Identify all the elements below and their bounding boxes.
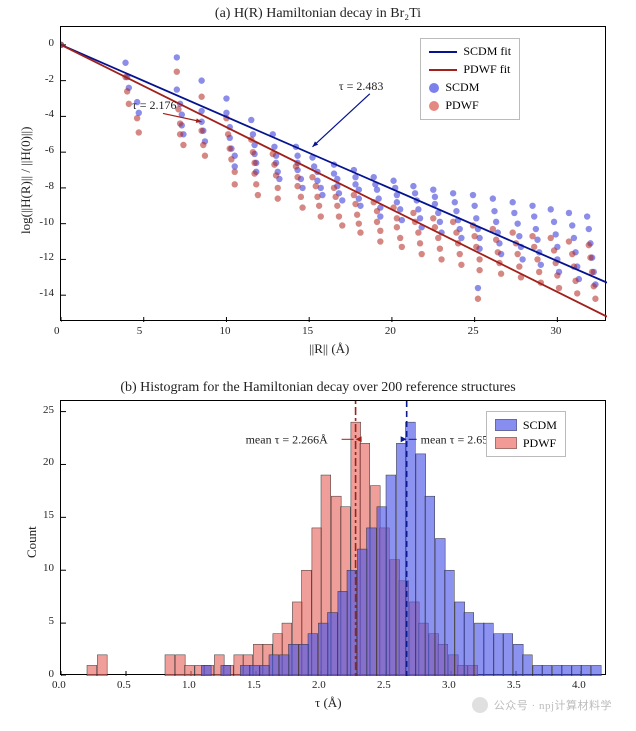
legend-entry: PDWF — [495, 434, 557, 452]
panel-a-legend: SCDM fitPDWF fitSCDMPDWF — [420, 38, 520, 120]
panel-b-title: (b) Histogram for the Hamiltonian decay … — [0, 380, 636, 396]
annotation: τ = 2.483 — [339, 79, 384, 94]
figure-frame: (a) H(R) Hamiltonian decay in Br₂Ti 0510… — [0, 0, 636, 731]
panel-b-legend: SCDMPDWF — [486, 411, 566, 457]
panel-a-ylabel: log(||H(R)|| / ||H(0)||) — [18, 126, 34, 233]
legend-entry: SCDM fit — [429, 43, 511, 61]
panel-b-xlabel: τ (Å) — [315, 695, 342, 711]
panel-a-xlabel: ||R|| (Å) — [309, 341, 349, 357]
legend-entry: PDWF fit — [429, 61, 511, 79]
panel-a — [60, 26, 606, 321]
svg-text:mean τ = 2.266Å: mean τ = 2.266Å — [246, 432, 329, 446]
legend-entry: SCDM — [495, 416, 557, 434]
watermark-icon — [472, 697, 488, 713]
annotation: τ = 2.176 — [132, 98, 177, 113]
watermark-text: 公众号 · npj计算材料学 — [494, 697, 612, 713]
panel-b-ylabel: Count — [24, 526, 40, 558]
panel-a-title: (a) H(R) Hamiltonian decay in Br₂Ti — [0, 6, 636, 22]
watermark: 公众号 · npj计算材料学 — [472, 697, 612, 713]
legend-entry: SCDM — [429, 79, 511, 97]
legend-entry: PDWF — [429, 97, 511, 115]
